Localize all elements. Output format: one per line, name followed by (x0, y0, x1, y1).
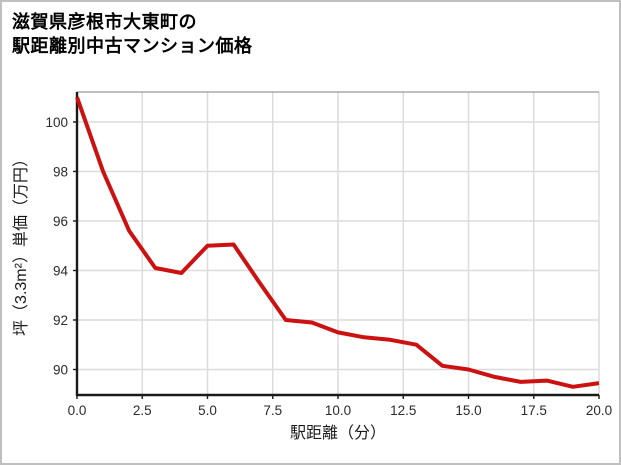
y-tick-label: 100 (45, 115, 68, 130)
x-tick-label: 10.0 (325, 403, 351, 418)
y-tick-label: 96 (53, 214, 68, 229)
x-axis-label: 駅距離（分） (290, 424, 386, 442)
y-tick-label: 94 (53, 263, 69, 278)
y-tick-label: 92 (53, 313, 68, 328)
chart-title: 滋賀県彦根市大東町の 駅距離別中古マンション価格 (12, 10, 253, 58)
chart-title-line1: 滋賀県彦根市大東町の (12, 12, 197, 32)
y-tick-label: 98 (53, 164, 68, 179)
price-line (75, 96, 600, 389)
x-tick-label: 5.0 (198, 403, 217, 418)
x-tick-label: 7.5 (263, 403, 282, 418)
x-tick-label: 0.0 (68, 403, 87, 418)
x-tick-label: 2.5 (133, 403, 152, 418)
x-tick-label: 17.5 (521, 403, 547, 418)
x-tick-label: 12.5 (390, 403, 416, 418)
x-tick-label: 20.0 (586, 403, 612, 418)
y-axis-label: 坪（3.3m²）単価（万円） (12, 151, 30, 336)
x-tick-label: 15.0 (455, 403, 481, 418)
y-tick-label: 90 (53, 363, 68, 378)
chart-title-line2: 駅距離別中古マンション価格 (12, 36, 253, 56)
